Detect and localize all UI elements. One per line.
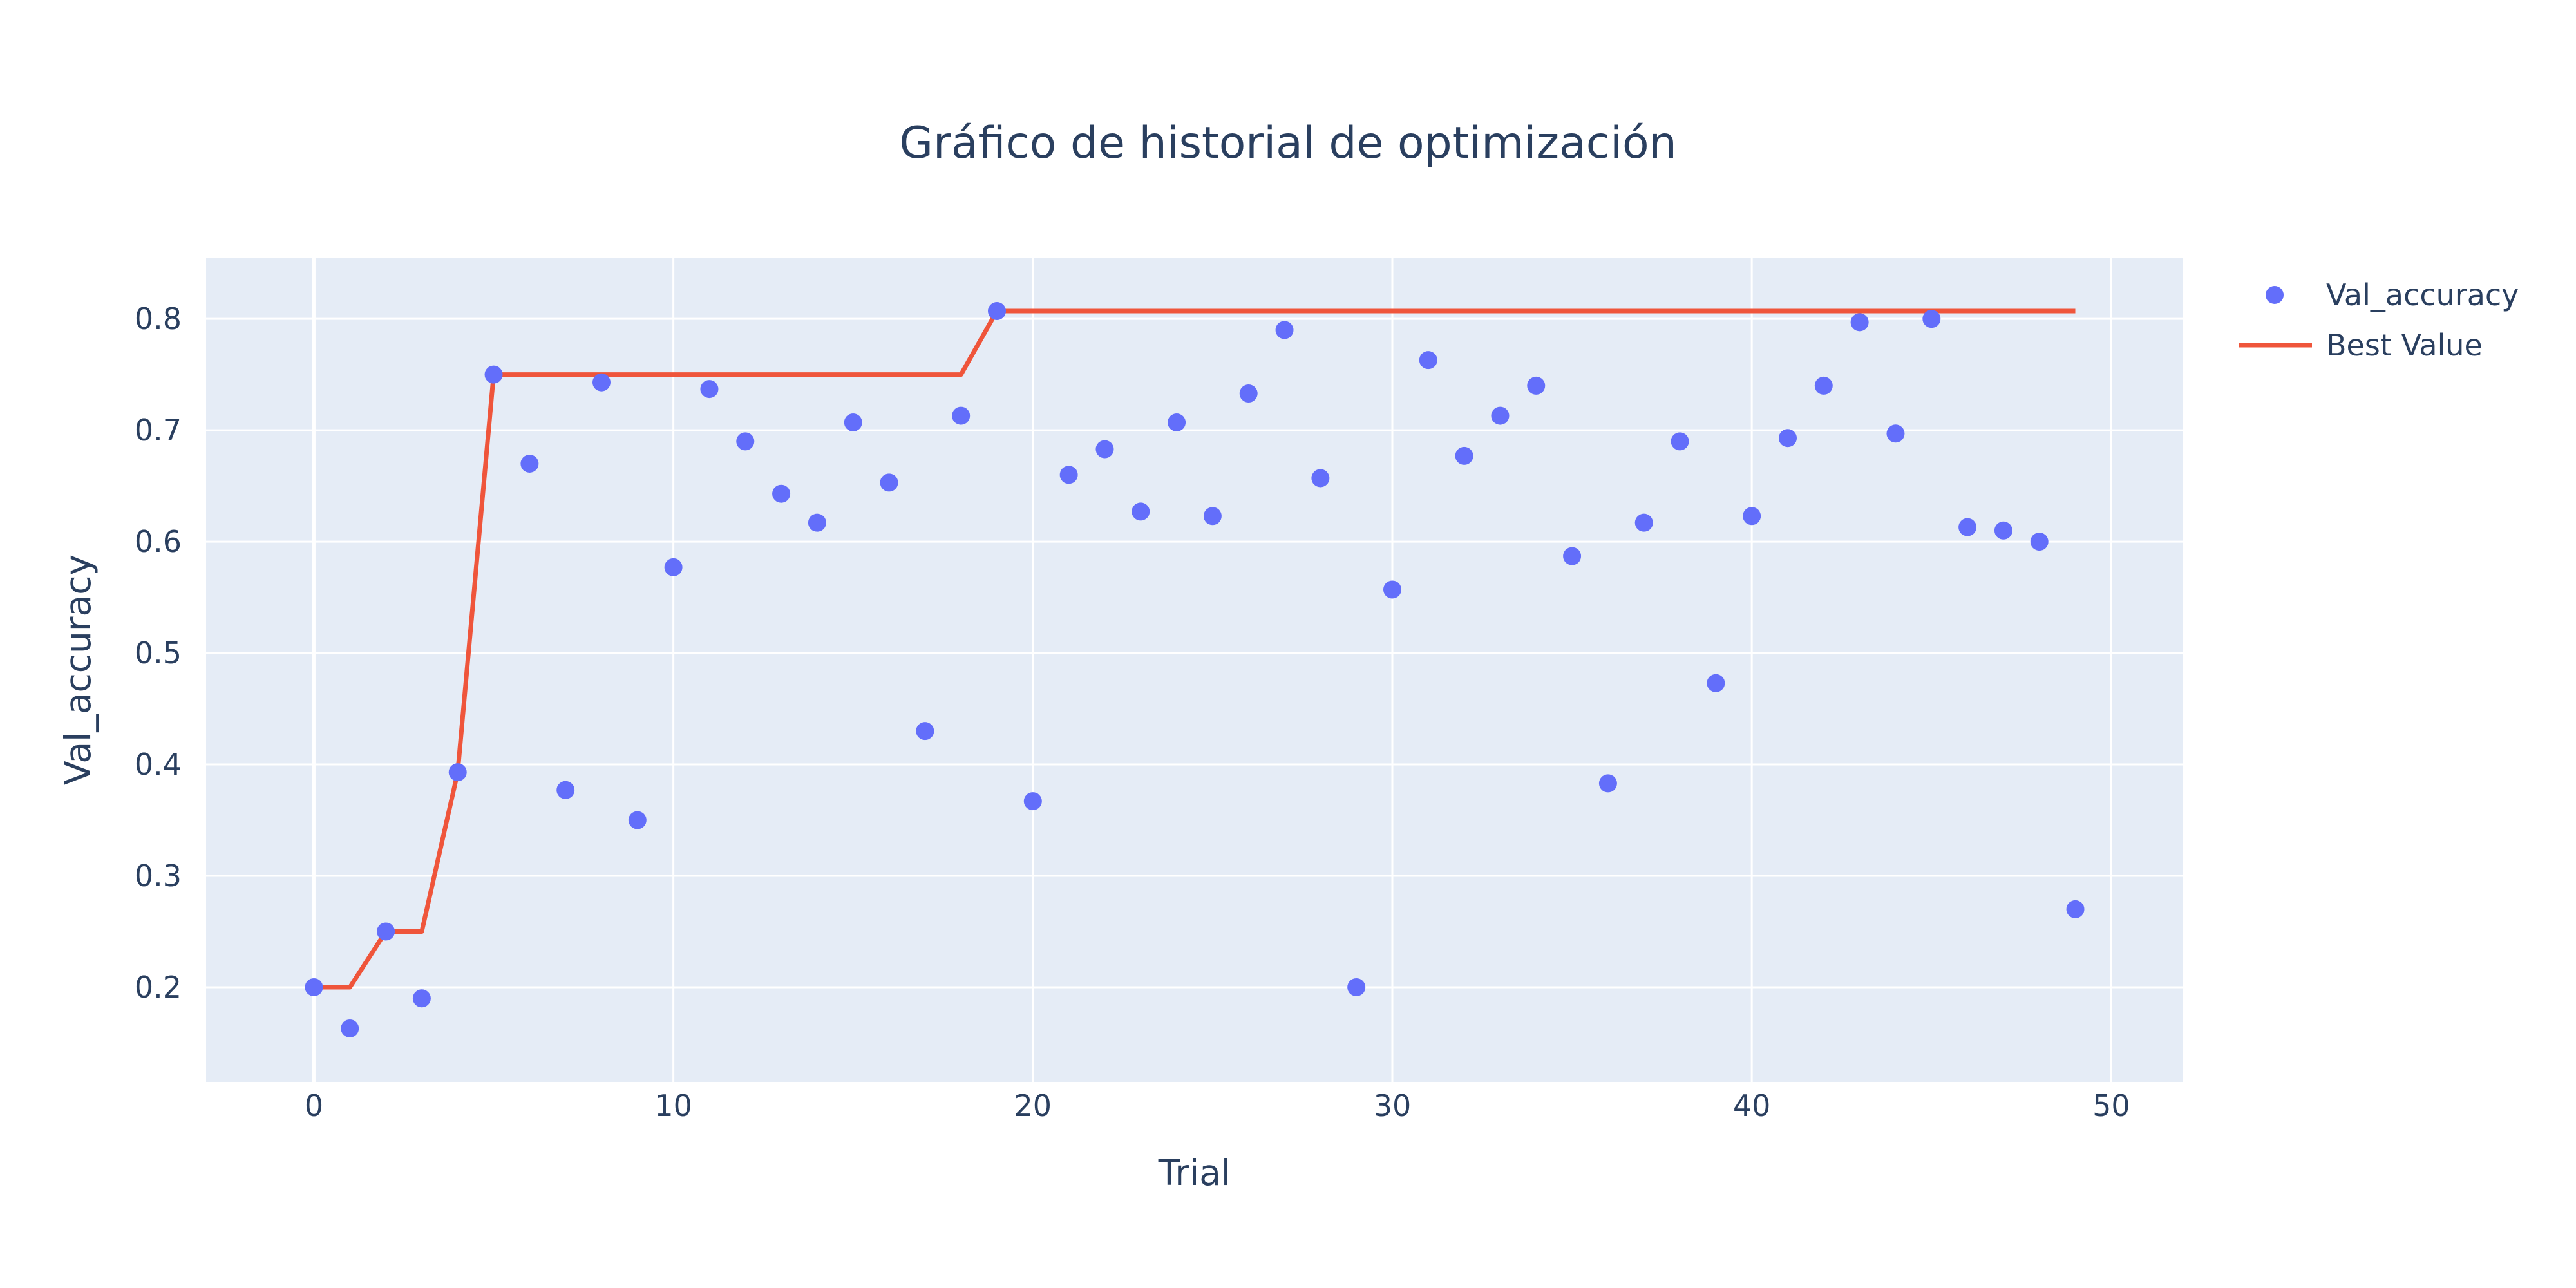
data-point-trial-20[interactable] [1023, 792, 1042, 811]
y-tick-label-0.6: 0.6 [135, 524, 182, 559]
data-point-trial-12[interactable] [736, 432, 755, 451]
data-point-trial-16[interactable] [880, 473, 898, 492]
data-point-trial-10[interactable] [664, 558, 683, 576]
y-tick-label-0.5: 0.5 [135, 636, 182, 670]
data-point-trial-45[interactable] [1922, 310, 1941, 328]
data-point-trial-8[interactable] [592, 373, 611, 392]
data-point-trial-3[interactable] [412, 989, 431, 1008]
y-tick-label-0.3: 0.3 [135, 858, 182, 893]
data-point-trial-25[interactable] [1203, 507, 1222, 526]
data-point-trial-29[interactable] [1347, 978, 1366, 996]
data-point-trial-32[interactable] [1455, 446, 1473, 465]
best-value-line[interactable] [314, 308, 2076, 990]
x-tick-label-30: 30 [1374, 1088, 1412, 1123]
y-tick-label-0.7: 0.7 [135, 413, 182, 448]
data-point-trial-47[interactable] [1994, 521, 2012, 540]
y-axis-title: Val_accuracy [57, 554, 99, 785]
data-point-trial-38[interactable] [1671, 432, 1689, 451]
x-tick-label-10: 10 [654, 1088, 692, 1123]
data-point-trial-4[interactable] [448, 763, 467, 782]
y-tick-label-0.2: 0.2 [135, 970, 182, 1005]
legend-marker-val-accuracy [2266, 286, 2284, 304]
best-value-layer [314, 308, 2076, 990]
data-point-trial-15[interactable] [844, 413, 862, 431]
data-point-trial-24[interactable] [1168, 413, 1186, 431]
data-point-trial-11[interactable] [700, 380, 719, 399]
data-point-trial-0[interactable] [305, 978, 323, 996]
data-point-trial-48[interactable] [2030, 533, 2049, 551]
x-axis-title: Trial [1158, 1152, 1231, 1193]
data-point-trial-17[interactable] [916, 722, 934, 741]
data-point-trial-33[interactable] [1491, 406, 1510, 425]
data-point-trial-21[interactable] [1059, 466, 1078, 484]
data-point-trial-36[interactable] [1598, 774, 1617, 793]
data-point-trial-37[interactable] [1634, 513, 1653, 532]
data-point-trial-46[interactable] [1958, 518, 1977, 536]
data-point-trial-2[interactable] [377, 922, 395, 941]
tick-labels: 0 10 20 30 40 50 0.2 0.3 0.4 0.5 0.6 0.7 0.8 [135, 301, 2130, 1123]
data-point-trial-27[interactable] [1275, 321, 1294, 339]
data-point-trial-1[interactable] [341, 1019, 359, 1037]
points-layer [305, 302, 2085, 1037]
data-point-trial-23[interactable] [1132, 502, 1150, 521]
data-point-trial-40[interactable] [1743, 507, 1761, 526]
data-point-trial-35[interactable] [1563, 547, 1582, 565]
data-point-trial-13[interactable] [772, 484, 791, 503]
x-tick-label-40: 40 [1733, 1088, 1771, 1123]
data-point-trial-39[interactable] [1707, 674, 1725, 692]
x-tick-label-50: 50 [2092, 1088, 2130, 1123]
y-tick-label-0.4: 0.4 [135, 747, 182, 782]
data-point-trial-28[interactable] [1311, 469, 1330, 488]
data-point-trial-19[interactable] [988, 302, 1006, 321]
data-point-trial-34[interactable] [1527, 376, 1546, 395]
data-point-trial-43[interactable] [1850, 313, 1869, 332]
chart-title: Gráfico de historial de optimización [899, 118, 1677, 169]
data-point-trial-18[interactable] [952, 406, 971, 425]
data-point-trial-42[interactable] [1814, 376, 1833, 395]
data-point-trial-41[interactable] [1779, 429, 1797, 448]
plot-area [206, 258, 2183, 1082]
legend-label-val-accuracy[interactable]: Val_accuracy [2326, 278, 2519, 312]
data-point-trial-6[interactable] [520, 455, 539, 473]
data-point-trial-14[interactable] [808, 513, 826, 532]
data-point-trial-44[interactable] [1886, 424, 1905, 443]
y-tick-label-0.8: 0.8 [135, 301, 182, 336]
data-point-trial-30[interactable] [1383, 580, 1401, 599]
data-point-trial-22[interactable] [1095, 440, 1114, 459]
x-tick-label-0: 0 [305, 1088, 323, 1123]
data-point-trial-9[interactable] [628, 811, 647, 829]
data-point-trial-26[interactable] [1239, 384, 1258, 403]
x-tick-label-20: 20 [1014, 1088, 1052, 1123]
legend-label-best-value[interactable]: Best Value [2326, 328, 2483, 363]
data-point-trial-49[interactable] [2066, 900, 2085, 918]
data-point-trial-7[interactable] [556, 781, 575, 799]
legend: Val_accuracy Best Value [2239, 278, 2519, 363]
data-point-trial-5[interactable] [484, 365, 503, 384]
data-point-trial-31[interactable] [1419, 351, 1437, 370]
